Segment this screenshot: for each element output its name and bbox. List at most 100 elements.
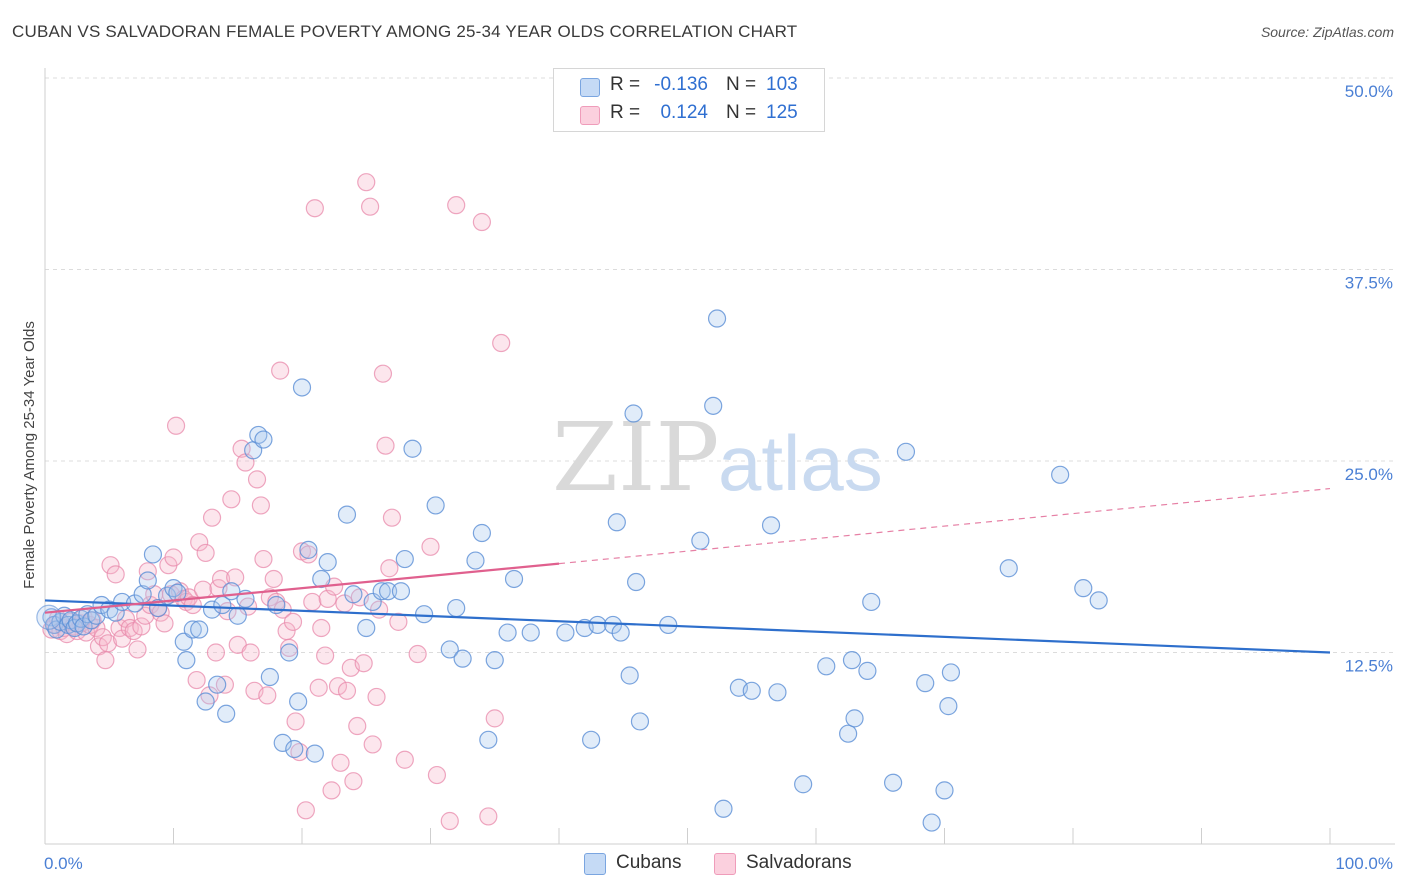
cubans-point <box>582 730 601 749</box>
cubans-point <box>839 724 858 743</box>
salvadorans-point <box>376 436 395 455</box>
salvadorans-point <box>447 196 466 215</box>
cubans-point <box>228 606 247 625</box>
x-tick-label: 100.0% <box>1335 854 1393 873</box>
cubans-point <box>466 551 485 570</box>
cubans-point <box>289 692 308 711</box>
salvadorans-point <box>328 677 348 696</box>
cubans-point <box>858 661 877 680</box>
cubans-point <box>1089 591 1108 610</box>
salvadorans-point <box>472 212 491 232</box>
cubans-point <box>1051 465 1070 484</box>
salvadorans-point <box>286 712 305 731</box>
cubans-point <box>1074 579 1093 598</box>
cubans-legend-label: Cubans <box>616 852 682 873</box>
salvadorans-point <box>226 568 245 587</box>
cubans-point <box>143 545 163 564</box>
cubans-point <box>196 692 215 711</box>
salvadorans-point <box>492 333 511 353</box>
watermark-atlas: atlas <box>718 419 883 507</box>
salvadorans-point <box>290 742 309 762</box>
cubans-point <box>939 697 958 716</box>
cubans-point <box>447 598 466 618</box>
salvadorans-point <box>382 508 402 527</box>
salvadorans-point <box>241 643 260 662</box>
salvadorans-point <box>280 638 299 658</box>
cubans-point <box>916 674 935 693</box>
salvadorans-point <box>357 173 376 192</box>
salvadorans-point <box>206 643 226 662</box>
cubans-point <box>611 623 630 642</box>
salvadorans-point <box>271 361 290 380</box>
salvadorans-point <box>305 199 324 218</box>
legend-n-label: N = <box>726 102 757 123</box>
cubans-point <box>254 430 273 449</box>
cubans-point <box>190 620 209 639</box>
cubans-point <box>704 396 723 415</box>
salvadorans-point <box>155 614 174 633</box>
cubans-point <box>607 513 626 532</box>
salvadorans-point <box>106 565 125 584</box>
cubans-point <box>521 623 540 642</box>
salvadorans-point <box>408 644 427 664</box>
cubans-point <box>935 781 954 800</box>
salvadorans-points <box>42 173 511 831</box>
cubans-point <box>260 667 279 687</box>
cubans-point <box>280 643 299 662</box>
salvadorans-point <box>299 545 318 564</box>
cubans-point <box>168 583 187 602</box>
cubans-point <box>337 505 357 524</box>
salvadorans-point <box>138 562 157 581</box>
source-label: Source: ZipAtlas.com <box>1260 24 1394 40</box>
cubans-point <box>183 620 202 639</box>
salvadorans-point <box>196 543 215 563</box>
salvadorans-point <box>373 364 393 383</box>
salvadorans-point <box>380 559 399 578</box>
cubans-point <box>403 439 422 458</box>
cubans-point <box>896 442 916 461</box>
cubans-point <box>208 675 227 694</box>
salvadorans-trend-extension <box>558 487 1331 565</box>
salvadorans-point <box>101 556 120 575</box>
salvadorans-point <box>485 709 504 728</box>
cubans-point <box>273 733 292 752</box>
salvadorans-point <box>348 716 367 736</box>
salvadorans-point <box>337 681 357 700</box>
salvadorans-trend-line <box>44 562 560 614</box>
legend-n-label: N = <box>726 74 757 95</box>
salvadorans-point <box>98 634 118 653</box>
y-tick-label: 25.0% <box>1345 465 1393 484</box>
salvadorans-point <box>232 439 251 458</box>
salvadorans-point <box>187 670 206 690</box>
cubans-point <box>845 709 864 728</box>
legend-r-label: R = <box>610 102 641 123</box>
cubans-point <box>391 582 411 601</box>
cubans-point <box>714 799 733 818</box>
salvadorans-point <box>190 533 209 552</box>
salvadorans-point <box>309 678 328 697</box>
cubans-point <box>768 683 787 702</box>
cubans-swatch <box>580 78 600 97</box>
cubans-point <box>922 813 941 832</box>
cubans-legend-swatch <box>584 853 606 875</box>
cubans-point <box>941 663 961 682</box>
salvadorans-point <box>479 807 498 826</box>
legend-r-value: 0.124 <box>660 102 708 123</box>
y-tick-label: 50.0% <box>1345 82 1393 101</box>
salvadorans-point <box>258 686 277 705</box>
salvadorans-point <box>251 496 270 515</box>
cubans-point <box>761 516 781 535</box>
chart-title: CUBAN VS SALVADORAN FEMALE POVERTY AMONG… <box>12 22 798 41</box>
salvadorans-point <box>193 580 213 599</box>
salvadorans-point <box>367 687 386 707</box>
cubans-point <box>556 623 575 642</box>
cubans-point <box>626 572 646 592</box>
salvadorans-point <box>283 612 303 631</box>
salvadorans-point <box>421 537 440 556</box>
cubans-point <box>292 378 312 397</box>
cubans-point <box>742 681 761 700</box>
cubans-point <box>202 600 222 619</box>
cubans-point <box>378 582 398 601</box>
salvadorans-point <box>110 618 129 638</box>
